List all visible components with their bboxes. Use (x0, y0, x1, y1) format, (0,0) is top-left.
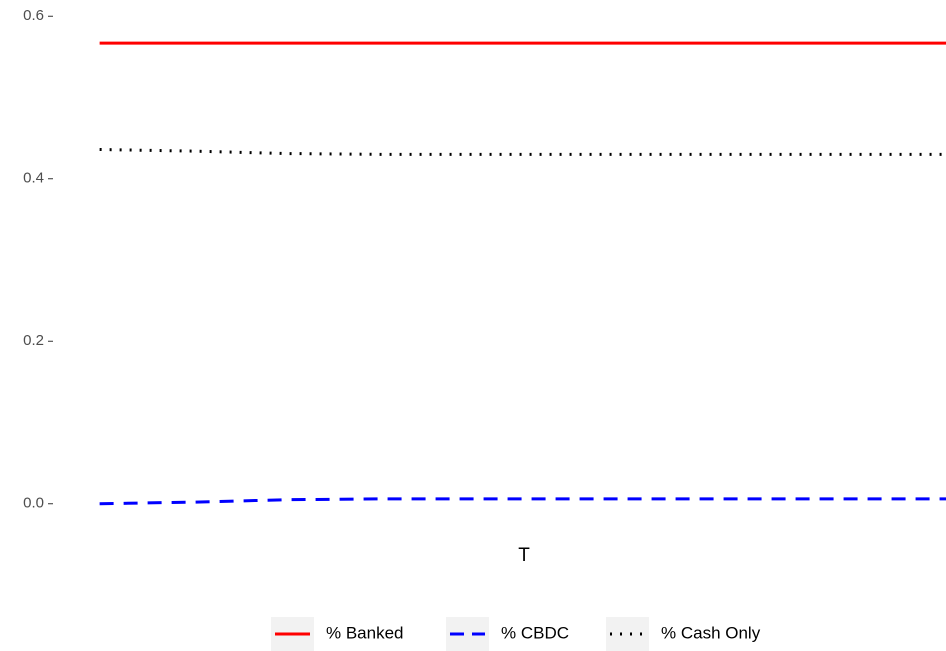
legend-label: % CBDC (501, 623, 569, 642)
y-tick-label: 0.2 (23, 332, 44, 349)
legend-key-bg (606, 617, 649, 651)
x-axis-label: T (518, 545, 530, 566)
legend-label: % Cash Only (661, 623, 761, 642)
y-tick-label: 0.0 (23, 495, 44, 512)
y-tick-label: 0.4 (23, 170, 44, 187)
line-series (99, 497, 946, 506)
legend-label: % Banked (326, 623, 404, 642)
y-tick-label: 0.6 (23, 7, 44, 24)
line-series (99, 148, 946, 156)
